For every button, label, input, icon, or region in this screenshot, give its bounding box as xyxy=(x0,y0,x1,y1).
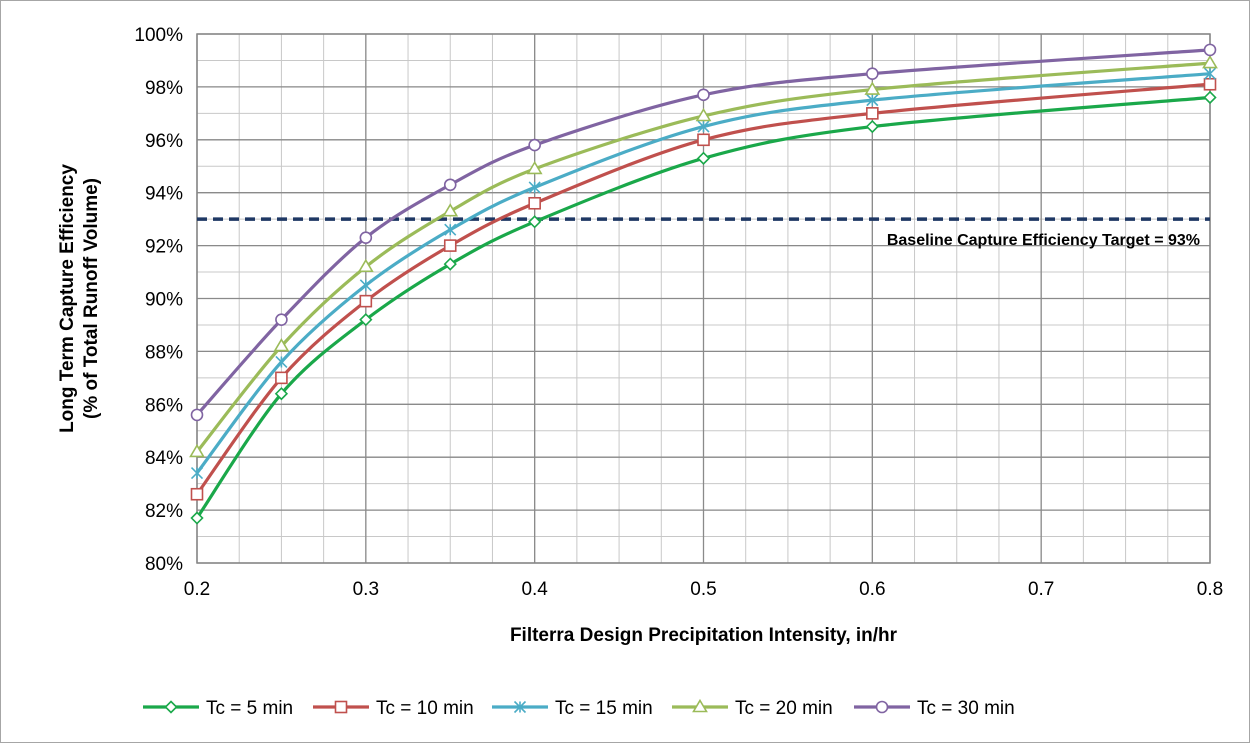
y-tick-label: 82% xyxy=(145,501,183,522)
tick-label-layer: 0.2 0.3 0.4 0.5 0.6 0.7 0.8 80% 82% 84% 86% 88% 90% 9… xyxy=(134,25,1223,600)
data-point-diamond xyxy=(359,313,373,327)
data-point-diamond xyxy=(274,387,289,401)
legend-item: Tc = 10 min xyxy=(313,698,474,719)
x-tick-label: 0.6 xyxy=(859,579,885,600)
series-tc-10-min xyxy=(190,77,1217,501)
y-tick-label: 98% xyxy=(145,78,183,99)
baseline-annotation: Baseline Capture Efficiency Target = 93% xyxy=(887,232,1200,249)
data-point-circle xyxy=(1203,43,1217,57)
data-point-circle xyxy=(275,313,288,326)
data-point-asterisk xyxy=(697,120,710,133)
data-point-triangle xyxy=(273,338,290,352)
data-point-square xyxy=(866,107,879,120)
legend-label: Tc = 10 min xyxy=(376,698,474,719)
legend-item: Tc = 20 min xyxy=(672,698,833,719)
data-point-circle xyxy=(359,231,373,244)
series-tc-5-min xyxy=(190,90,1217,525)
data-point-asterisk xyxy=(866,94,879,107)
x-tick-label: 0.3 xyxy=(353,579,379,600)
data-point-square xyxy=(443,239,457,252)
y-tick-label: 94% xyxy=(145,184,183,205)
y-axis-title: Long Term Capture Efficiency (% of Total… xyxy=(57,164,102,433)
plot-area-border xyxy=(196,33,1211,564)
series-tc-30-min xyxy=(190,43,1217,422)
data-point-square xyxy=(190,487,204,501)
data-point-circle xyxy=(528,138,541,152)
data-point-triangle xyxy=(357,258,374,273)
data-point-asterisk xyxy=(528,181,541,194)
y-tick-label: 92% xyxy=(145,237,183,258)
data-point-triangle xyxy=(695,107,712,122)
data-point-diamond xyxy=(443,257,457,271)
data-point-diamond xyxy=(696,151,711,165)
data-point-triangle xyxy=(526,160,543,175)
y-tick-label: 100% xyxy=(134,25,183,46)
data-point-circle xyxy=(875,700,889,714)
data-point-triangle xyxy=(189,443,205,458)
data-point-asterisk xyxy=(190,467,204,480)
legend-item: Tc = 5 min xyxy=(143,698,293,719)
y-tick-label: 84% xyxy=(145,448,183,469)
series-tc-20-min xyxy=(189,55,1218,458)
legend-item: Tc = 30 min xyxy=(854,698,1015,719)
x-tick-label: 0.4 xyxy=(521,579,548,600)
data-point-diamond xyxy=(1203,90,1217,105)
data-point-asterisk xyxy=(275,355,288,369)
data-point-triangle xyxy=(1202,55,1218,69)
data-point-square xyxy=(359,294,373,308)
data-point-diamond xyxy=(164,700,178,714)
series-layer xyxy=(189,43,1218,525)
legend-item: Tc = 15 min xyxy=(492,698,653,719)
legend-label: Tc = 30 min xyxy=(917,698,1015,719)
y-tick-label: 88% xyxy=(145,342,183,363)
data-point-diamond xyxy=(528,215,542,229)
legend-label: Tc = 20 min xyxy=(735,698,833,719)
data-point-asterisk xyxy=(1203,67,1217,80)
legend: Tc = 5 min Tc = 10 min Tc = 15 min Tc = 20 … xyxy=(143,698,1015,719)
grid-layer xyxy=(196,33,1211,564)
data-point-square xyxy=(275,371,288,385)
y-tick-label: 90% xyxy=(145,290,183,311)
legend-label: Tc = 15 min xyxy=(555,698,653,719)
y-tick-label: 96% xyxy=(145,131,183,152)
y-axis-title-line1: Long Term Capture Efficiency xyxy=(57,164,78,433)
x-tick-label: 0.2 xyxy=(184,579,210,600)
y-tick-label: 86% xyxy=(145,395,183,416)
data-point-triangle xyxy=(442,203,459,217)
data-point-asterisk xyxy=(513,700,527,714)
data-point-square xyxy=(528,196,541,210)
data-point-circle xyxy=(866,67,879,80)
data-point-asterisk xyxy=(359,279,372,292)
data-point-square xyxy=(1203,77,1217,91)
series-tc-15-min xyxy=(190,67,1217,480)
data-point-circle xyxy=(443,178,457,192)
y-tick-label: 80% xyxy=(145,554,183,575)
data-point-diamond xyxy=(190,511,204,525)
data-point-circle xyxy=(190,408,204,422)
data-point-triangle xyxy=(864,81,881,95)
x-tick-label: 0.5 xyxy=(690,579,716,600)
legend-label: Tc = 5 min xyxy=(206,698,293,719)
data-point-square xyxy=(697,133,710,147)
data-point-square xyxy=(334,700,348,714)
data-point-triangle xyxy=(692,698,708,713)
y-axis-title-line2: (% of Total Runoff Volume) xyxy=(81,178,102,419)
x-tick-label: 0.7 xyxy=(1028,579,1054,600)
x-axis-title: Filterra Design Precipitation Intensity,… xyxy=(510,625,898,646)
data-point-diamond xyxy=(865,119,879,134)
data-point-circle xyxy=(697,88,710,102)
x-tick-label: 0.8 xyxy=(1197,579,1223,600)
data-point-asterisk xyxy=(444,223,457,236)
